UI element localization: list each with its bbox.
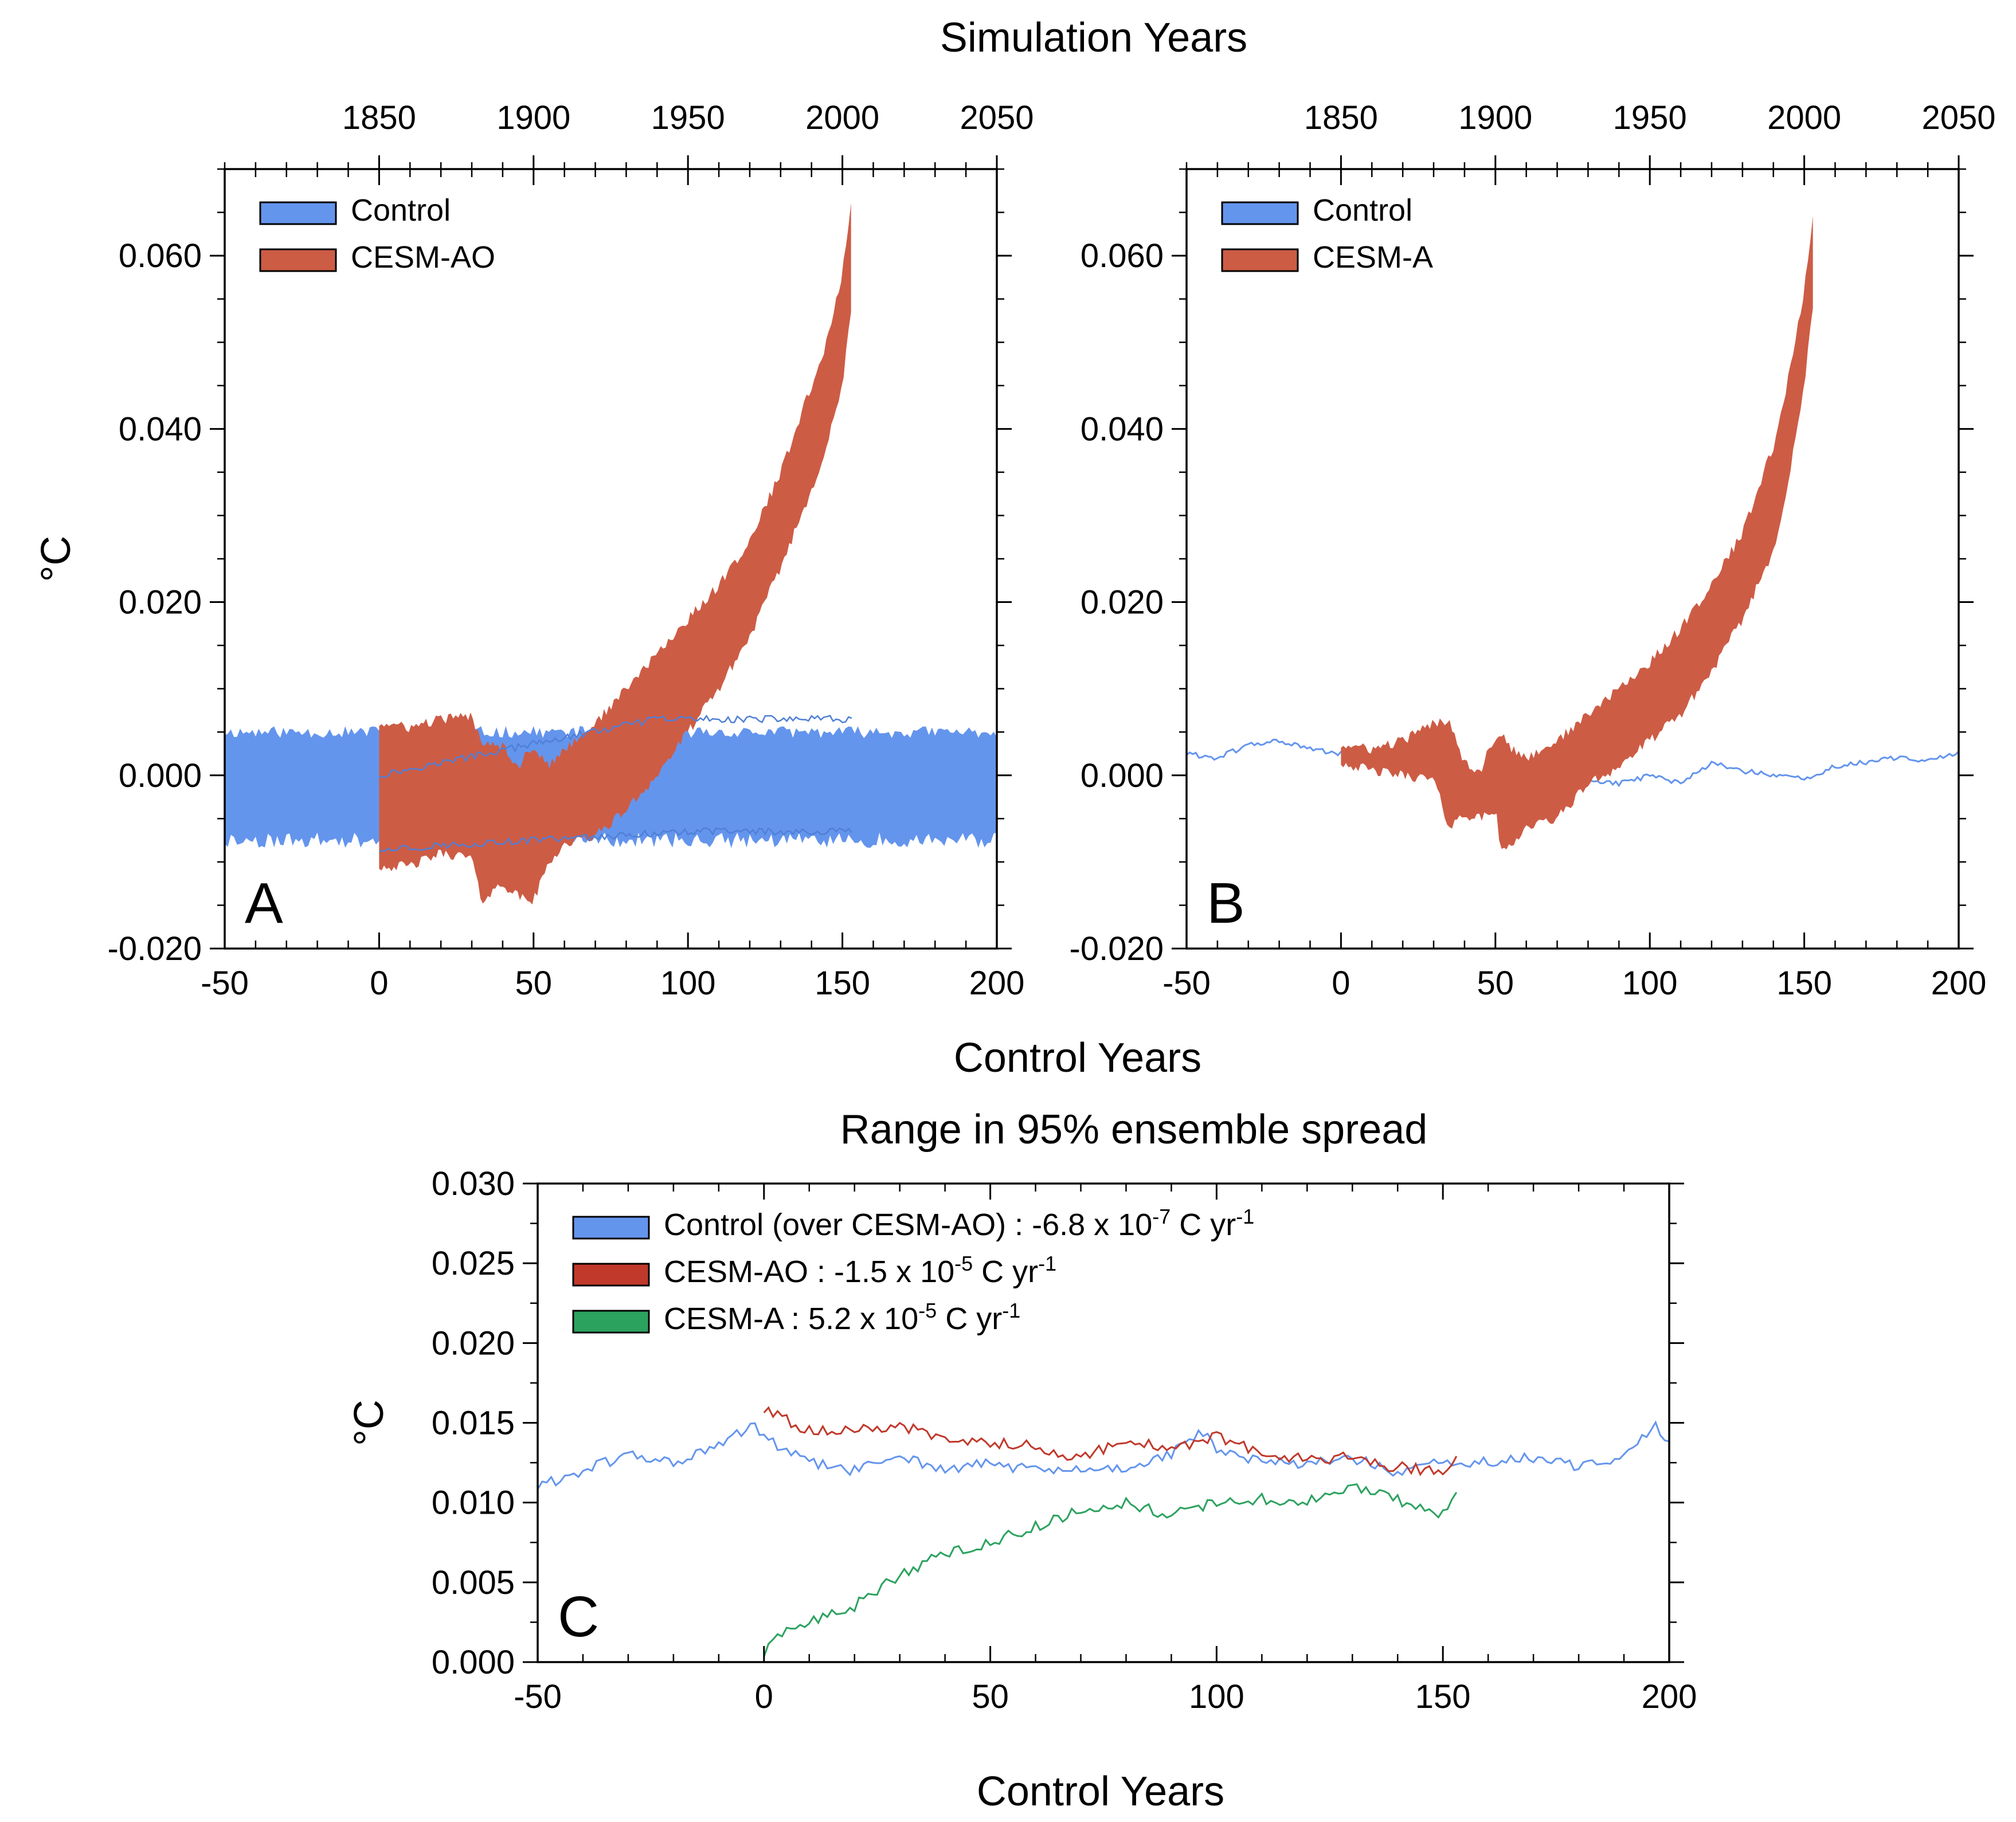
panel-label: A [245,871,283,935]
top-tick-label: 2050 [1921,99,1995,136]
y-tick-label: 0.020 [119,584,202,621]
panel-label: B [1207,871,1245,935]
legend-text-part: C yr [973,1255,1038,1289]
plot-area [225,202,997,905]
x-tick-label: -50 [1162,965,1211,1002]
legend-swatch [259,248,337,272]
y-tick-label: 0.020 [432,1325,515,1362]
control-upper-trace [379,714,852,778]
plot-frame [1185,168,1960,950]
legend-swatch [572,1263,650,1287]
legend-label: CESM-A : 5.2 x 10-5 C yr-1 [664,1299,1020,1337]
y-axis-title: °C [33,536,79,582]
legend-text-part: Control (over CESM-AO) : -6.8 x 10 [664,1208,1152,1242]
legend-swatch [1221,248,1299,272]
plot-area [538,1406,1669,1658]
x-tick-label: 100 [1622,965,1678,1002]
y-tick-label: 0.040 [119,410,202,448]
legend-label: CESM-A [1313,240,1433,275]
x-tick-label: 0 [370,965,388,1002]
x-tick-label: -50 [201,965,249,1002]
x-tick-label: -50 [514,1678,562,1715]
y-axis-title: °C [346,1400,392,1446]
y-tick-label: 0.005 [432,1564,515,1601]
legend-text-part: C yr [937,1302,1002,1336]
x-tick-label: 0 [1332,965,1350,1002]
series-cesm-a-line [763,1483,1458,1658]
y-tick-label: 0.000 [432,1644,515,1681]
x-tick-label: 200 [969,965,1025,1002]
top-tick-label: 2050 [960,99,1034,136]
x-tick-label: 50 [1477,965,1514,1002]
y-tick-label: 0.040 [1081,410,1164,448]
y-tick-label: 0.060 [1081,237,1164,275]
x-tick-label: 150 [1415,1678,1471,1715]
legend-label: Control [1313,193,1412,228]
top-tick-label: 1900 [496,99,570,136]
series-cesm-ao-line [763,1406,1458,1476]
top-tick-label: 1850 [342,99,416,136]
top-tick-label: 2000 [805,99,879,136]
top-tick-label: 1950 [651,99,725,136]
x-tick-label: 200 [1642,1678,1697,1715]
legend-text-part: C yr [1171,1208,1236,1242]
panel-b-chart: -50 0 50 100 150 200 -0.020 0.000 0.020 0.040 0.06… [1070,99,1996,1002]
series-cesm-ao-band [379,202,851,905]
legend-text-part: CESM-AO : -1.5 x 10 [664,1255,954,1289]
x-tick-label: 100 [660,965,716,1002]
x-tick-label: 50 [515,965,553,1002]
panel-c-chart: -50 0 50 100 150 200 0.000 0.005 0.010 0.015 0.020… [346,1165,1697,1715]
x-tick-label: 200 [1931,965,1987,1002]
top-tick-label: 1950 [1613,99,1687,136]
x-tick-label: 50 [972,1678,1009,1715]
series-control-over-cesm-ao-line [538,1420,1669,1490]
top-tick-label: 1900 [1458,99,1532,136]
x-tick-label: 150 [1776,965,1832,1002]
y-tick-label: 0.060 [119,237,202,275]
y-tick-label: 0.015 [432,1405,515,1442]
x-tick-label: 0 [755,1678,773,1715]
y-tick-label: -0.020 [1070,930,1164,967]
y-tick-label: -0.020 [108,930,202,967]
y-tick-label: 0.000 [119,757,202,794]
plot-area [1187,215,1959,849]
legend-exponent: -5 [918,1299,937,1322]
legend-label: Control [351,193,451,228]
legend-label: CESM-AO [351,240,495,275]
legend-swatch [259,201,337,225]
panel-label: C [558,1585,599,1649]
y-tick-label: 0.020 [1081,584,1164,621]
panel-c-title: Range in 95% ensemble spread [840,1107,1428,1153]
y-tick-label: 0.010 [432,1484,515,1522]
legend-exponent: -1 [1002,1299,1020,1322]
top-axis-title: Simulation Years [940,15,1247,61]
legend-exponent: -1 [1038,1252,1056,1275]
legend-label: CESM-AO : -1.5 x 10-5 C yr-1 [664,1252,1056,1290]
bottom-axis-title: Control Years [954,1035,1201,1081]
panel-c-xlabel: Control Years [977,1769,1224,1815]
legend-text-part: CESM-A : 5.2 x 10 [664,1302,918,1336]
top-tick-label: 1850 [1304,99,1378,136]
control-lower-trace [378,827,852,853]
legend-swatch [1221,201,1299,225]
y-tick-label: 0.000 [1081,757,1164,794]
x-tick-label: 100 [1189,1678,1244,1715]
y-tick-label: 0.030 [432,1165,515,1202]
panel-a-chart: -50 0 50 100 150 200 -0.020 0.000 0.020 0.040 0.06… [33,99,1034,1002]
legend-exponent: -5 [954,1252,973,1275]
series-cesm-a-band [1341,215,1813,849]
legend-exponent: -1 [1236,1205,1254,1228]
y-tick-label: 0.025 [432,1245,515,1282]
legend-swatch [572,1216,650,1240]
x-tick-label: 150 [815,965,870,1002]
legend-label: Control (over CESM-AO) : -6.8 x 10-7 C y… [664,1205,1254,1243]
legend-swatch [572,1310,650,1334]
top-tick-label: 2000 [1767,99,1841,136]
legend-exponent: -7 [1152,1205,1171,1228]
